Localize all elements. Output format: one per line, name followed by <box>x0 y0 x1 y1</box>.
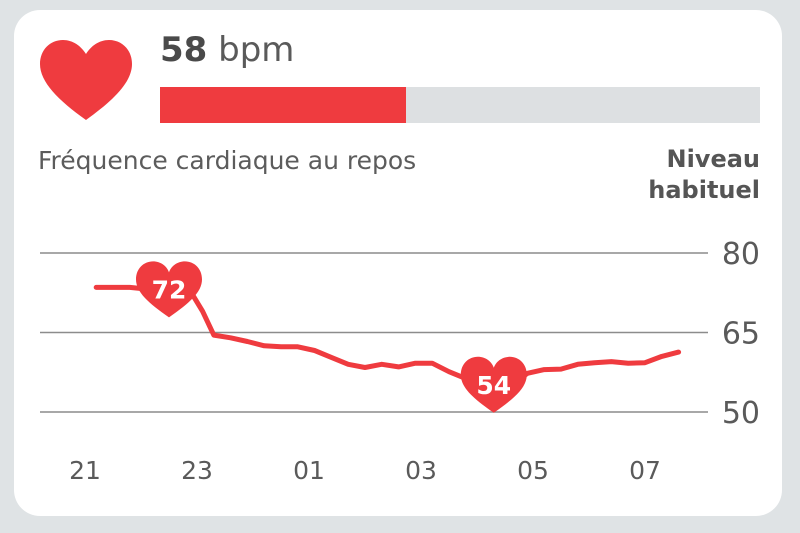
legend-line-1: Niveau <box>666 145 760 173</box>
y-tick-label-80: 80 <box>722 237 760 272</box>
heart-marker-icon-72 <box>136 261 202 318</box>
heart-rate-progress-fill <box>160 87 406 123</box>
bpm-unit: bpm <box>218 30 295 70</box>
x-tick-label-05: 05 <box>517 456 549 485</box>
usual-level-legend: Niveau habituel <box>648 144 760 206</box>
bpm-readout: 58 bpm <box>160 30 294 70</box>
x-tick-label-21: 21 <box>69 456 101 485</box>
data-label-54: 54 <box>476 371 511 400</box>
heart-marker-icon-54 <box>460 356 527 413</box>
y-tick-label-65: 65 <box>722 317 760 352</box>
heart-rate-progress-bar <box>160 87 760 123</box>
x-tick-label-23: 23 <box>181 456 213 485</box>
data-label-72: 72 <box>152 275 187 304</box>
bpm-value: 58 <box>160 30 208 70</box>
x-tick-label-01: 01 <box>293 456 325 485</box>
x-tick-label-07: 07 <box>629 456 661 485</box>
legend-line-2: habituel <box>648 176 760 204</box>
y-tick-label-50: 50 <box>722 396 760 431</box>
heart-icon <box>40 40 132 120</box>
chart-subtitle: Fréquence cardiaque au repos <box>38 146 417 175</box>
x-tick-label-03: 03 <box>405 456 437 485</box>
